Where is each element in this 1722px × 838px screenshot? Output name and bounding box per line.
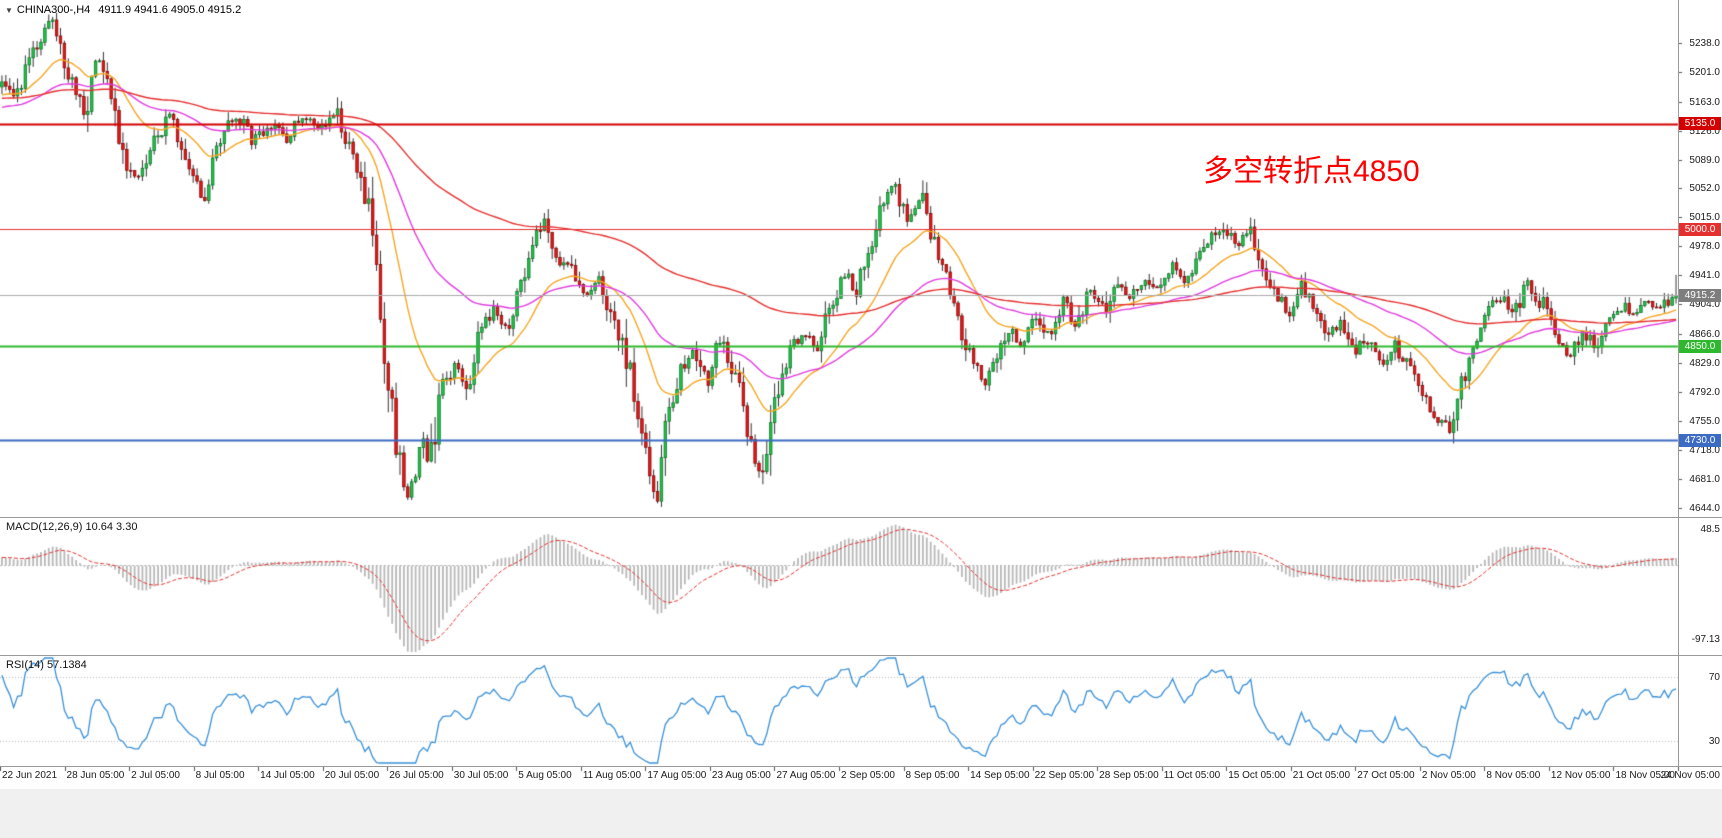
time-tick-label: 14 Sep 05:00	[970, 770, 1030, 781]
current-price-label: 4915.2	[1679, 288, 1721, 302]
symbol-timeframe-label: CHINA300-,H4	[16, 4, 91, 16]
time-tick-label: 20 Jul 05:00	[324, 770, 380, 781]
price-tick-label: 5126.0	[1689, 125, 1720, 137]
time-tick-label: 2 Nov 05:00	[1421, 770, 1476, 781]
price-tick-label: 5015.0	[1689, 212, 1720, 224]
time-tick-label: 22 Sep 05:00	[1034, 770, 1095, 781]
price-tick-label: 5238.0	[1689, 38, 1720, 50]
price-tick-label: 4941.0	[1689, 270, 1720, 282]
macd-pane-separator[interactable]	[0, 517, 1722, 518]
price-tick-label: 4755.0	[1689, 415, 1720, 427]
time-tick-label: 26 Jul 05:00	[389, 770, 444, 781]
time-tick-label: 8 Nov 05:00	[1486, 770, 1541, 781]
rsi-pane-separator[interactable]	[0, 655, 1722, 656]
chart-header: ▼ CHINA300-,H4 4911.9 4941.6 4905.0 4915.2	[5, 4, 241, 16]
price-tick-label: 5201.0	[1689, 66, 1720, 78]
macd-indicator-label: MACD(12,26,9) 10.64 3.30	[6, 521, 138, 533]
macd-axis-max-label: 48.5	[1700, 523, 1720, 535]
macd-axis-min-label: -97.13	[1691, 633, 1720, 645]
price-tick-label: 4978.0	[1689, 241, 1720, 253]
price-tick-label: 5163.0	[1689, 96, 1720, 108]
time-tick-label: 23 Aug 05:00	[711, 770, 771, 781]
ohlc-values: 4911.9 4941.6 4905.0 4915.2	[98, 4, 242, 16]
time-tick-label: 24 Nov 05:00	[1660, 770, 1721, 781]
price-tick-label: 5052.0	[1689, 183, 1720, 195]
hline-price-label[interactable]: 4850.0	[1679, 339, 1721, 353]
time-tick-label: 18 Nov 05:00	[1615, 770, 1675, 781]
time-tick-label: 14 Jul 05:00	[260, 770, 315, 781]
rsi-level-30-label: 30	[1708, 736, 1720, 747]
time-axis-separator	[0, 766, 1722, 767]
time-tick-label: 17 Aug 05:00	[647, 770, 707, 781]
rsi-indicator-label: RSI(14) 57.1384	[6, 659, 87, 671]
price-tick-label: 4866.0	[1689, 328, 1720, 340]
time-tick-label: 8 Jul 05:00	[195, 770, 245, 781]
price-tick-label: 4644.0	[1689, 502, 1720, 514]
time-tick-label: 21 Oct 05:00	[1292, 770, 1351, 781]
price-tick-label: 4718.0	[1689, 444, 1720, 456]
chart-collapse-icon[interactable]: ▼	[5, 6, 13, 15]
price-tick-label: 4829.0	[1689, 357, 1720, 369]
rsi-level-70-label: 70	[1708, 672, 1720, 683]
time-tick-label: 5 Aug 05:00	[518, 770, 572, 781]
hline-price-label[interactable]: 5000.0	[1679, 222, 1721, 236]
time-tick-label: 27 Aug 05:00	[776, 770, 836, 781]
time-tick-label: 11 Oct 05:00	[1163, 770, 1221, 781]
price-tick-label: 4792.0	[1689, 386, 1720, 398]
hline-price-label[interactable]: 4730.0	[1679, 433, 1721, 447]
time-tick-label: 27 Oct 05:00	[1357, 770, 1415, 781]
time-tick-label: 28 Jun 05:00	[66, 770, 125, 781]
time-tick-label: 11 Aug 05:00	[582, 770, 642, 781]
time-tick-label: 12 Nov 05:00	[1550, 770, 1611, 781]
price-axis-border	[1678, 0, 1679, 766]
hline-price-label[interactable]: 5135.0	[1679, 117, 1721, 131]
time-tick-label: 2 Sep 05:00	[841, 770, 895, 781]
time-tick-label: 15 Oct 05:00	[1228, 770, 1286, 781]
time-tick-label: 8 Sep 05:00	[905, 770, 960, 781]
time-tick-label: 28 Sep 05:00	[1099, 770, 1159, 781]
annotation-text: 多空转折点4850	[1203, 155, 1420, 188]
price-tick-label: 4904.0	[1689, 299, 1720, 311]
time-tick-label: 22 Jun 2021	[2, 770, 58, 781]
bottom-strip	[0, 789, 1722, 838]
time-tick-label: 30 Jul 05:00	[453, 770, 509, 781]
price-tick-label: 4681.0	[1689, 473, 1720, 485]
time-tick-label: 2 Jul 05:00	[131, 770, 180, 781]
price-tick-label: 5089.0	[1689, 154, 1720, 166]
